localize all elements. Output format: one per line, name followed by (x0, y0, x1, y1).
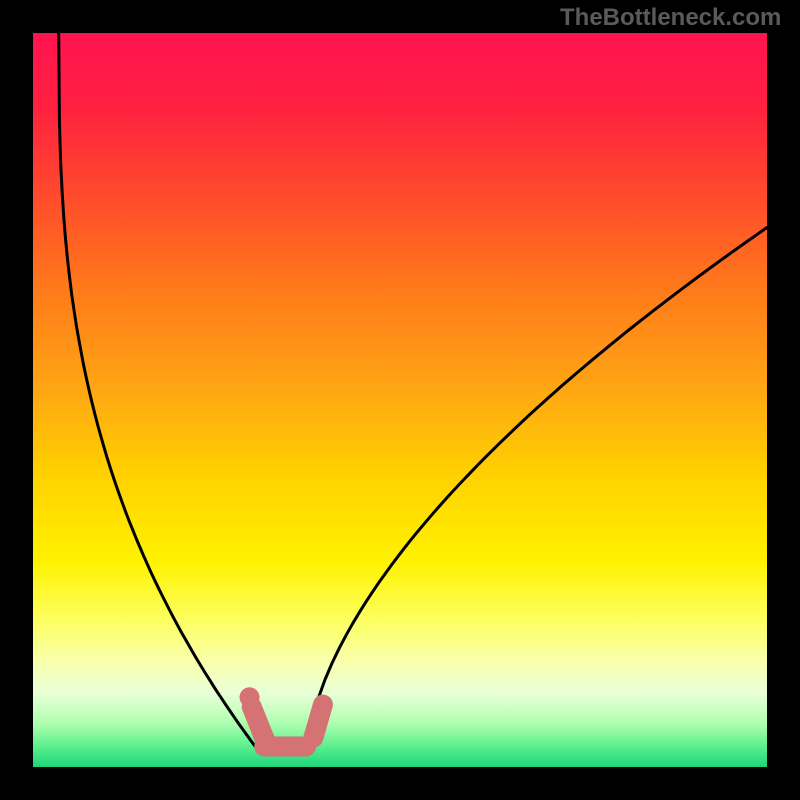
marker-segment (313, 705, 323, 738)
chart-container: TheBottleneck.com (0, 0, 800, 800)
watermark-text: TheBottleneck.com (560, 4, 781, 32)
chart-svg (0, 0, 800, 800)
plot-background (33, 33, 767, 767)
